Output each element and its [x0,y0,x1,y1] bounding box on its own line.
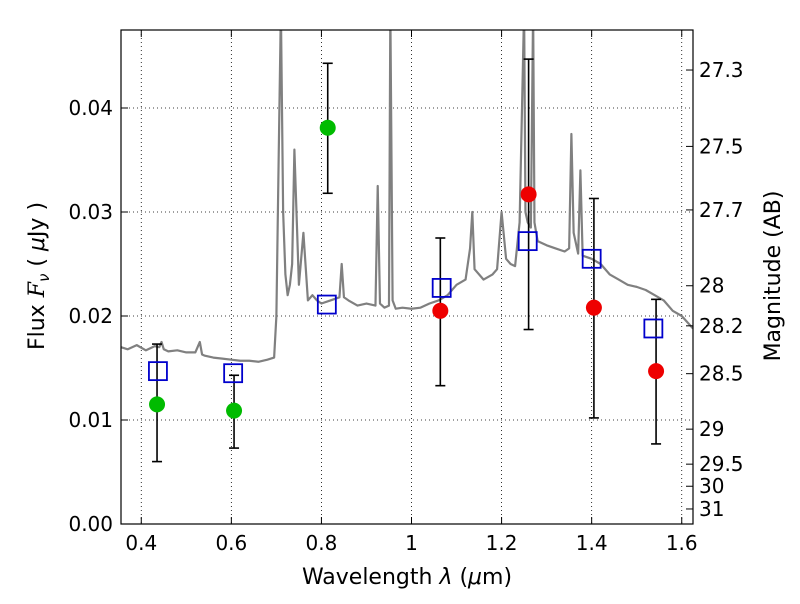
y2-tick-label: 27.5 [699,134,744,158]
errorbars [152,58,662,463]
data-markers [148,119,665,419]
x-tick-label: 0.8 [306,531,338,555]
red-data-point [432,302,449,319]
x-tick-label: 0.4 [125,531,157,555]
y2-tick-label: 27.3 [699,58,744,82]
x-tick-label: 1.4 [576,531,608,555]
y2-tick-label: 27.7 [699,198,744,222]
grid-lines [121,30,693,525]
green-data-point [226,402,243,419]
y2-tick-label: 30 [699,474,724,498]
y2-tick-label: 28 [699,274,724,298]
model-square-point [223,363,244,384]
y-tick-label: 0.01 [68,408,113,432]
model-square-point [517,231,538,252]
spectrum-line [121,30,693,363]
x-tick-label: 0.6 [215,531,247,555]
x-tick-label: 1.6 [666,531,698,555]
model-square-point [581,248,602,269]
y2-tick-label: 31 [699,497,724,521]
y2-tick-label: 28.2 [699,314,744,338]
red-data-point [648,363,665,380]
y-axis-label: Flux Fν ( μJy ) [25,202,53,350]
x-tick-label: 1.2 [486,531,518,555]
green-data-point [149,396,166,413]
model-square-point [643,318,664,339]
y-tick-label: 0.04 [68,96,113,120]
axis-ticks: 0.4 0.6 0.8 1 1.2 1.4 1.6 0.00 0.01 0.02 0.03 0.04 2… [68,30,744,555]
x-tick-label: 1 [405,531,418,555]
spectrum-series [121,30,693,363]
x-axis-label: Wavelength λ (μm) [302,565,512,590]
y-tick-label: 0.03 [68,200,113,224]
y2-tick-label: 28.5 [699,362,744,386]
y2-tick-label: 29 [699,417,724,441]
model-square-point [431,278,452,298]
y-tick-label: 0.00 [68,512,113,536]
y2-axis-label: Magnitude (AB) [761,191,786,362]
y-tick-label: 0.02 [68,304,113,328]
red-data-point [520,186,537,203]
model-square-point [316,294,337,315]
plot-frame [120,29,694,525]
green-data-point [319,119,336,136]
y2-tick-label: 29.5 [699,452,744,476]
model-square-point [148,361,168,382]
red-data-point [585,299,602,316]
